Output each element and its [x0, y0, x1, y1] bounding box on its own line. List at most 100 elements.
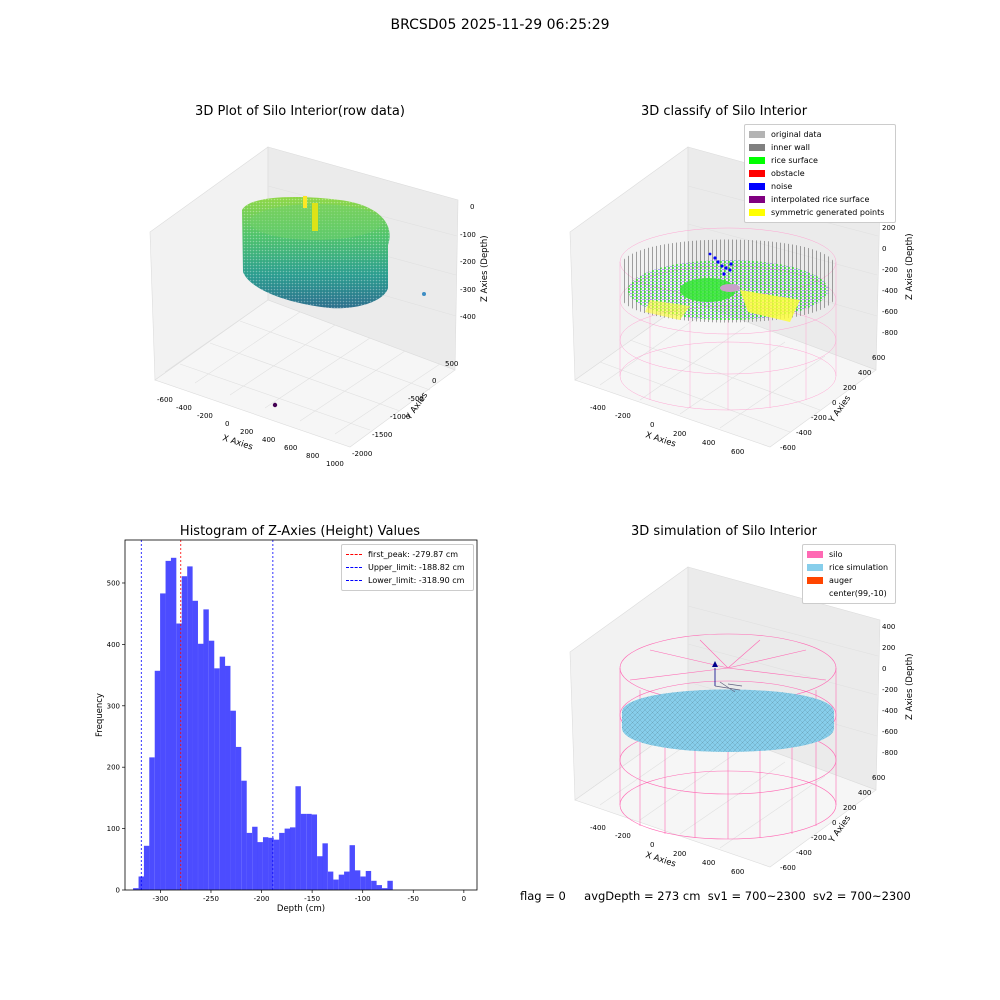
figure-title: BRCSD05 2025-11-29 06:25:29: [390, 17, 610, 33]
simulation-xtick: -200: [615, 832, 631, 840]
raw-xtick: 400: [262, 436, 275, 444]
histogram-bar: [354, 870, 361, 890]
classify-xtick: 400: [702, 439, 715, 447]
histogram-bar: [284, 828, 291, 890]
legend-item: noise: [749, 180, 891, 193]
x-tick-label: 0: [462, 895, 466, 903]
histogram-title: Histogram of Z-Axies (Height) Values: [179, 524, 421, 539]
classify-x-ticks: -400 -200 0 200 400 600: [590, 404, 744, 456]
classify-ytick: 200: [843, 384, 856, 392]
legend-label: first_peak: -279.87 cm: [368, 550, 459, 559]
x-tick-label: -250: [203, 895, 219, 903]
classify-ztick: 0: [882, 245, 886, 253]
histogram-y-label: Frequency: [95, 693, 105, 737]
simulation-ztick: -200: [882, 686, 898, 694]
histogram-bar: [225, 665, 231, 890]
legend-label: original data: [771, 130, 822, 139]
y-tick-label: 100: [107, 825, 120, 833]
classify-xtick: -400: [590, 404, 606, 412]
legend-line: [346, 554, 362, 555]
histogram-bar: [360, 876, 366, 890]
raw-xtick: -400: [176, 404, 192, 412]
histogram-bar: [322, 843, 328, 890]
legend-item: center(99,-10): [807, 587, 891, 600]
raw-ytick: 500: [445, 360, 458, 368]
legend-swatch: [749, 157, 765, 164]
simulation-legend: silo rice simulation auger center(99,-10…: [802, 544, 896, 604]
histogram-bar: [208, 640, 215, 890]
x-tick-label: -100: [355, 895, 371, 903]
histogram-bar: [241, 780, 247, 890]
histogram-bar: [203, 609, 209, 890]
histogram-bar: [344, 871, 350, 890]
simulation-plot-title: 3D simulation of Silo Interior: [631, 524, 817, 539]
raw-ztick: -100: [460, 231, 476, 239]
simulation-ytick: -400: [796, 849, 812, 857]
simulation-ytick: 200: [843, 804, 856, 812]
histogram-bar: [133, 888, 139, 890]
legend-item: Lower_limit: -318.90 cm: [346, 574, 469, 587]
classify-ztick: 200: [882, 224, 895, 232]
x-tick-label: -200: [254, 895, 270, 903]
legend-label: interpolated rice surface: [771, 195, 870, 204]
legend-line: [346, 567, 362, 568]
raw-ytick: -1500: [372, 431, 392, 439]
legend-item: original data: [749, 128, 891, 141]
classify-ztick: -800: [882, 329, 898, 337]
simulation-y-ticks: 600 400 200 0 -200 -400 -600: [780, 774, 885, 872]
legend-item: first_peak: -279.87 cm: [346, 548, 469, 561]
classify-ytick: -200: [811, 414, 827, 422]
legend-item: interpolated rice surface: [749, 193, 891, 206]
classify-ytick: 600: [872, 354, 885, 362]
histogram-bar: [300, 813, 307, 890]
histogram-bars: [133, 557, 393, 890]
legend-label: center(99,-10): [829, 589, 887, 598]
classify-z-label: Z Axies (Depth): [905, 233, 915, 300]
raw-ytick: -2000: [352, 450, 372, 458]
simulation-ztick: -800: [882, 749, 898, 757]
histogram-bar: [246, 832, 253, 890]
raw-xtick: 1000: [326, 460, 344, 468]
raw-ytick: -1000: [390, 413, 410, 421]
histogram-bar: [349, 845, 355, 890]
legend-swatch: [749, 196, 765, 203]
legend-swatch: [749, 170, 765, 177]
histogram-bar: [333, 879, 339, 890]
classify-xtick: 0: [650, 421, 654, 429]
y-tick-label: 400: [107, 641, 120, 649]
legend-swatch: [807, 577, 823, 584]
histogram-bar: [149, 757, 155, 890]
simulation-ztick: 200: [882, 644, 895, 652]
simulation-ytick: 400: [858, 789, 871, 797]
simulation-ytick: 600: [872, 774, 885, 782]
histogram-x-ticks: -300 -250 -200 -150 -100 -50 0: [152, 890, 466, 903]
histogram-bar: [317, 856, 323, 890]
histogram-bar: [327, 871, 334, 890]
classify-ztick: -600: [882, 308, 898, 316]
legend-swatch: [749, 131, 765, 138]
raw-z-ticks: 0 -100 -200 -300 -400: [460, 203, 476, 321]
histogram-bar: [268, 837, 274, 890]
legend-item: Upper_limit: -188.82 cm: [346, 561, 469, 574]
raw-xtick: 600: [284, 444, 297, 452]
raw-xtick: -600: [157, 396, 173, 404]
sv1-text: sv1 = 700~2300: [707, 889, 806, 903]
classify-xtick: -200: [615, 412, 631, 420]
legend-item: auger: [807, 574, 891, 587]
raw-xtick: 200: [240, 428, 253, 436]
simulation-x-ticks: -400 -200 0 200 400 600: [590, 824, 744, 876]
x-tick-label: -50: [408, 895, 419, 903]
simulation-z-label: Z Axies (Depth): [905, 653, 915, 720]
simulation-ztick: -600: [882, 728, 898, 736]
raw-z-label: Z Axies (Depth): [480, 235, 490, 302]
legend-label: auger: [829, 576, 853, 585]
status-text: flag = 0 avgDepth = 273 cm sv1 = 700~230…: [520, 889, 911, 903]
histogram-bar: [230, 710, 236, 890]
histogram-bar: [371, 880, 377, 890]
classify-ytick: -400: [796, 429, 812, 437]
sv2-text: sv2 = 700~2300: [812, 889, 911, 903]
histogram-bar: [138, 876, 144, 890]
legend-item: symmetric generated points: [749, 206, 891, 219]
classify-ztick: -400: [882, 287, 898, 295]
